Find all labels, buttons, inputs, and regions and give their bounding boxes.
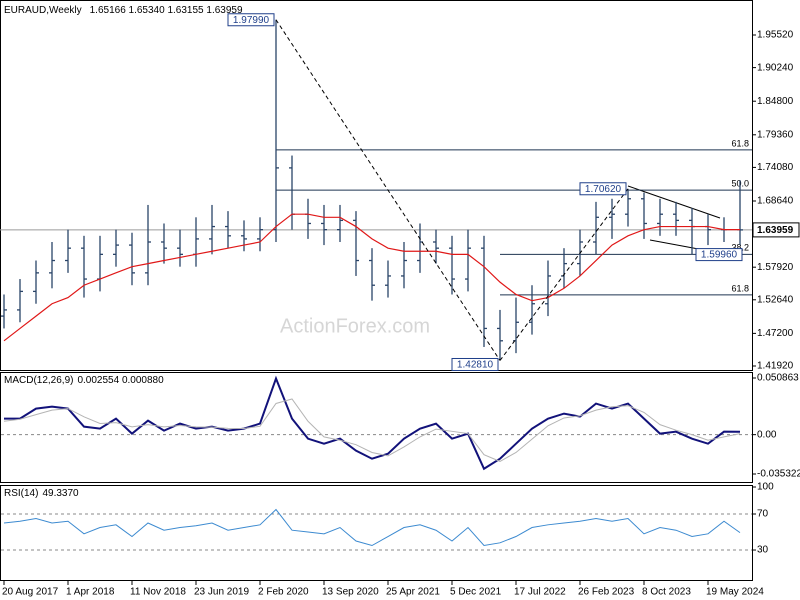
y-tick-label: 1.41920	[757, 361, 794, 372]
price-label-box	[695, 248, 743, 262]
y-tick-label: 0.00	[757, 429, 777, 440]
y-tick-label: 0.050863	[757, 373, 799, 384]
price-label-box	[227, 13, 275, 27]
price-label: 1.70620	[585, 184, 622, 195]
x-tick-label: 23 Jun 2019	[194, 587, 249, 598]
y-tick-label: 1.68640	[757, 196, 794, 207]
x-tick-label: 13 Sep 2020	[322, 587, 379, 598]
y-tick-label: 30	[757, 545, 769, 556]
x-tick-label: 2 Feb 2020	[258, 587, 309, 598]
swing-dash	[275, 19, 501, 361]
price-label: 1.97990	[233, 15, 270, 26]
macd-header: MACD(12,26,9) 0.002554 0.000880	[4, 375, 164, 386]
y-tick-label: 100	[757, 482, 774, 493]
price-label: 1.42810	[457, 360, 494, 371]
rsi-header: RSI(14) 49.3370	[4, 488, 79, 499]
swing-dash	[499, 188, 629, 361]
x-tick-label: 17 Jul 2022	[514, 587, 566, 598]
macd-panel	[0, 372, 753, 483]
x-tick-label: 25 Apr 2021	[386, 587, 440, 598]
y-tick-label: 1.57920	[757, 262, 794, 273]
y-tick-label: 1.84800	[757, 96, 794, 107]
y-tick-label: 1.90240	[757, 62, 794, 73]
y-tick-label: -0.035322	[757, 469, 800, 480]
chart-title: EURAUD,Weekly	[4, 5, 82, 16]
header: EURAUD,Weekly 1.65166 1.65340 1.63155 1.6…	[4, 5, 243, 16]
x-tick-label: 11 Nov 2018	[130, 587, 186, 598]
fib-label: 61.8	[731, 283, 749, 293]
price-label-box	[451, 357, 499, 371]
indicator-line	[3, 508, 741, 547]
indicator-line	[3, 398, 741, 462]
x-tick-label: 20 Aug 2017	[2, 587, 59, 598]
fib-label: 38.2	[731, 243, 749, 253]
y-tick-label: 1.47200	[757, 328, 794, 339]
macd-values: 0.002554 0.000880	[77, 375, 164, 386]
price-label: 1.59960	[701, 250, 738, 261]
y-tick-label: 70	[757, 509, 769, 520]
last-price-label: 1.63959	[757, 225, 794, 236]
ohlc-values: 1.65166 1.65340 1.63155 1.63959	[90, 5, 243, 16]
moving-average	[3, 213, 740, 342]
price-label-box	[579, 182, 627, 196]
y-tick-label: 1.95520	[757, 30, 794, 41]
y-tick-label: 1.79360	[757, 129, 794, 140]
rsi-title: RSI(14)	[4, 488, 38, 499]
x-tick-label: 8 Oct 2023	[642, 587, 691, 598]
rsi-values: 49.3370	[42, 488, 79, 499]
macd-title: MACD(12,26,9)	[4, 375, 73, 386]
fib-label: 61.8	[731, 138, 749, 148]
x-tick-label: 19 May 2024	[706, 587, 764, 598]
main-panel	[0, 0, 753, 371]
x-tick-label: 1 Apr 2018	[66, 587, 115, 598]
x-tick-label: 26 Feb 2023	[578, 587, 635, 598]
last-price-box	[752, 222, 800, 238]
y-tick-label: 1.52640	[757, 294, 794, 305]
x-tick-label: 5 Dec 2021	[450, 587, 502, 598]
watermark: ActionForex.com	[280, 315, 430, 337]
trend-line	[627, 185, 721, 219]
y-tick-label: 1.74080	[757, 162, 794, 173]
rsi-panel	[0, 485, 753, 581]
